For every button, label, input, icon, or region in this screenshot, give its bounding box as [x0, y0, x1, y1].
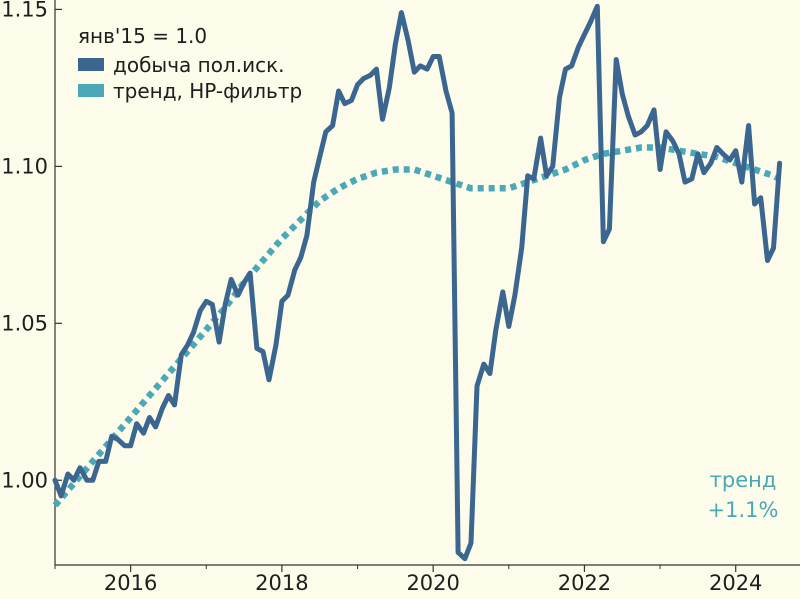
- annotation-line-0: тренд: [710, 468, 777, 492]
- legend-label-production: добыча пол.иск.: [113, 53, 285, 77]
- ticks: 2016 2018 2020 2022 2024 1.00 1.05 1.10 1.15: [1, 0, 762, 595]
- x-tick-label: 2018: [255, 571, 308, 595]
- y-tick-label: 1.15: [1, 0, 48, 21]
- series-layer: [52, 3, 783, 562]
- x-tick-label: 2022: [558, 571, 611, 595]
- legend-label-trend: тренд, HP-фильтр: [113, 79, 302, 103]
- x-tick-label: 2016: [104, 571, 157, 595]
- annotation-line-1: +1.1%: [708, 498, 779, 522]
- trend-annotation: тренд +1.1%: [708, 468, 779, 522]
- axes: [54, 0, 800, 566]
- x-tick-label: 2024: [709, 571, 762, 595]
- legend-swatch-trend: [78, 84, 104, 97]
- y-tick-label: 1.00: [1, 468, 48, 492]
- legend-swatch-production: [78, 58, 104, 71]
- series-line-trend: [52, 144, 782, 508]
- legend-title: янв'15 = 1.0: [78, 24, 207, 48]
- legend: янв'15 = 1.0 добыча пол.иск.тренд, HP-фил…: [78, 24, 302, 103]
- y-tick-label: 1.05: [1, 311, 48, 335]
- x-tick-label: 2020: [406, 571, 459, 595]
- y-tick-label: 1.10: [1, 154, 48, 178]
- series-line-production: [52, 3, 783, 562]
